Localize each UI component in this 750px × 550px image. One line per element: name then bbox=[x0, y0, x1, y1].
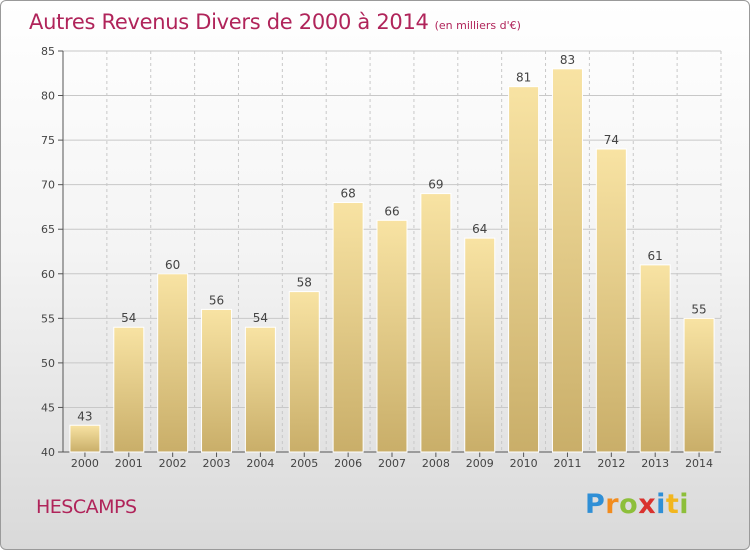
y-tick-label: 40 bbox=[41, 446, 55, 459]
x-tick-label: 2008 bbox=[422, 457, 450, 470]
x-tick-label: 2009 bbox=[466, 457, 494, 470]
y-tick-label: 55 bbox=[41, 312, 55, 325]
bars bbox=[69, 68, 715, 453]
data-label: 54 bbox=[253, 311, 268, 325]
data-label: 60 bbox=[165, 258, 180, 272]
commune-name: HESCAMPS bbox=[36, 496, 137, 518]
bar-2001[interactable] bbox=[113, 326, 145, 453]
bar-2005[interactable] bbox=[288, 291, 320, 453]
x-tick-label: 2000 bbox=[71, 457, 99, 470]
y-tick-label: 50 bbox=[41, 357, 55, 370]
x-tick-label: 2013 bbox=[641, 457, 669, 470]
bar-2011[interactable] bbox=[551, 68, 583, 453]
x-tick-label: 2004 bbox=[246, 457, 274, 470]
bar-2013[interactable] bbox=[639, 264, 671, 453]
bar-2004[interactable] bbox=[244, 326, 276, 453]
chart-subtitle: (en milliers d'€) bbox=[434, 19, 521, 32]
bar-2014[interactable] bbox=[683, 317, 715, 453]
x-tick-label: 2005 bbox=[290, 457, 318, 470]
y-tick-label: 45 bbox=[41, 401, 55, 414]
proxiti-logo[interactable]: Proxiti bbox=[585, 489, 690, 520]
data-label: 56 bbox=[209, 293, 224, 307]
data-labels: 43 54 60 56 54 58 68 66 69 64 81 83 74 61 55 bbox=[77, 53, 706, 423]
x-tick-label: 2012 bbox=[597, 457, 625, 470]
x-tick-label: 2011 bbox=[553, 457, 581, 470]
y-tick-label: 80 bbox=[41, 90, 55, 103]
bar-2010[interactable] bbox=[508, 86, 540, 453]
data-label: 69 bbox=[428, 178, 443, 192]
y-tick-label: 65 bbox=[41, 223, 55, 236]
bar-2002[interactable] bbox=[157, 273, 189, 453]
y-tick-label: 75 bbox=[41, 134, 55, 147]
data-label: 55 bbox=[691, 302, 706, 316]
x-tick-label: 2014 bbox=[685, 457, 713, 470]
bar-2003[interactable] bbox=[201, 308, 233, 453]
bar-2012[interactable] bbox=[595, 148, 627, 453]
chart-title-text: Autres Revenus Divers de 2000 à 2014 bbox=[29, 10, 429, 34]
data-label: 66 bbox=[384, 204, 399, 218]
data-label: 74 bbox=[604, 133, 619, 147]
x-tick-label: 2006 bbox=[334, 457, 362, 470]
bar-2007[interactable] bbox=[376, 219, 408, 453]
bar-2008[interactable] bbox=[420, 193, 452, 453]
x-tick-label: 2002 bbox=[159, 457, 187, 470]
data-label: 54 bbox=[121, 311, 136, 325]
y-tick-label: 70 bbox=[41, 179, 55, 192]
y-tick-label: 60 bbox=[41, 268, 55, 281]
data-label: 64 bbox=[472, 222, 487, 236]
y-tick-label: 85 bbox=[41, 45, 55, 58]
data-label: 68 bbox=[340, 186, 355, 200]
x-tick-label: 2007 bbox=[378, 457, 406, 470]
bar-2009[interactable] bbox=[464, 237, 496, 453]
bar-2000[interactable] bbox=[69, 424, 101, 453]
chart-title: Autres Revenus Divers de 2000 à 2014 (en … bbox=[29, 10, 521, 34]
data-label: 81 bbox=[516, 71, 531, 85]
data-label: 61 bbox=[648, 249, 663, 263]
x-tick-label: 2001 bbox=[115, 457, 143, 470]
data-label: 43 bbox=[77, 409, 92, 423]
x-tick-label: 2010 bbox=[510, 457, 538, 470]
x-tick-label: 2003 bbox=[203, 457, 231, 470]
data-label: 83 bbox=[560, 53, 575, 67]
bar-2006[interactable] bbox=[332, 201, 364, 453]
data-label: 58 bbox=[297, 276, 312, 290]
